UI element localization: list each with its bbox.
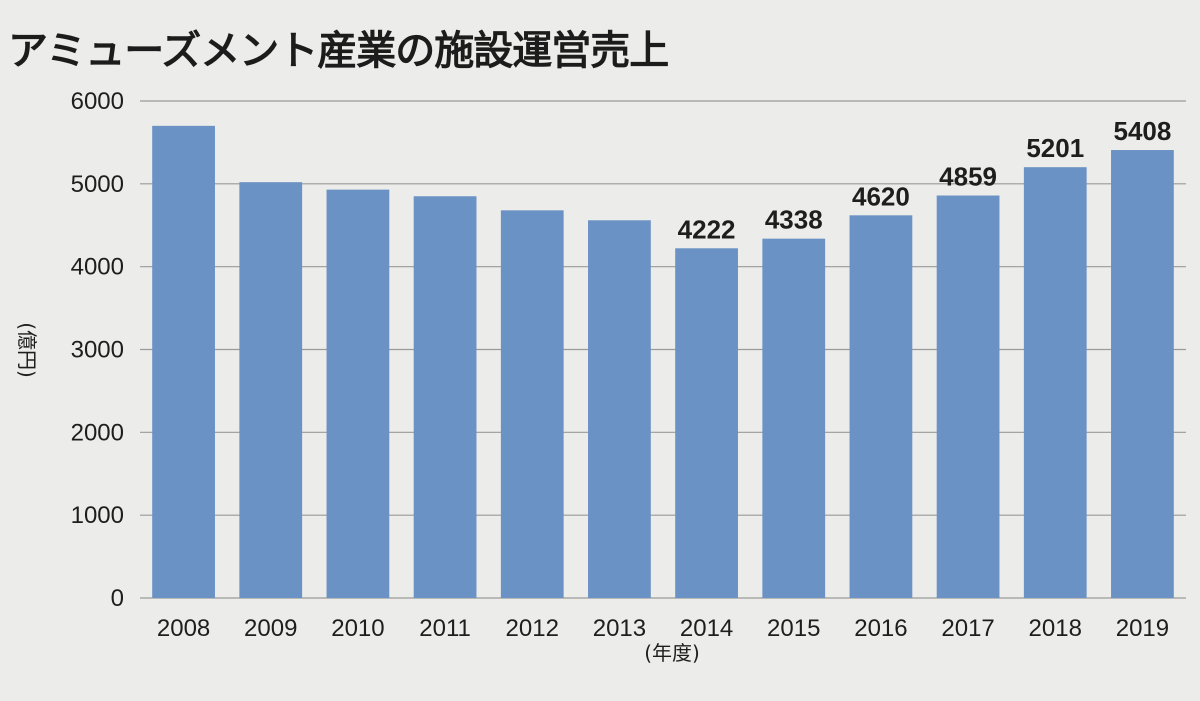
gridlines <box>140 100 1186 599</box>
y-tick-label: 3000 <box>71 337 124 364</box>
bar <box>326 189 390 599</box>
data-labels: 4222 4338 4620 4859 5201 5408 <box>678 116 1172 244</box>
data-label: 4222 <box>678 214 736 244</box>
bar <box>588 220 651 598</box>
y-tick-label: 0 <box>111 585 124 612</box>
bar <box>849 215 913 598</box>
bar <box>1111 150 1174 598</box>
bar <box>152 125 215 598</box>
x-tick-label: 2018 <box>1029 615 1082 642</box>
x-tick-label: 2011 <box>419 615 471 642</box>
y-axis-title: (億円) <box>15 322 39 378</box>
x-tick-label: 2013 <box>593 615 646 642</box>
x-tick-label: 2014 <box>680 615 733 642</box>
y-tick-label: 1000 <box>71 502 124 529</box>
x-tick-label: 2009 <box>244 615 297 642</box>
bar <box>500 210 564 598</box>
y-tick-label: 4000 <box>71 254 124 281</box>
y-tick-label: 2000 <box>71 419 124 446</box>
x-tick-label: 2010 <box>331 615 384 642</box>
x-tick-label: 2017 <box>941 615 994 642</box>
y-tick-label: 6000 <box>71 88 124 115</box>
bar <box>675 248 738 599</box>
data-label: 4338 <box>765 205 823 235</box>
data-label: 4620 <box>852 181 910 211</box>
x-tick-label: 2008 <box>157 615 210 642</box>
data-label: 5201 <box>1026 133 1084 163</box>
x-tick-label: 2019 <box>1116 615 1169 642</box>
bars <box>152 125 1174 599</box>
data-label: 5408 <box>1113 116 1171 146</box>
x-tick-label: 2015 <box>767 615 820 642</box>
x-axis-title: (年度) <box>644 641 700 665</box>
x-tick-label: 2016 <box>854 615 907 642</box>
bar <box>936 195 1000 599</box>
bar <box>413 196 477 598</box>
x-tick-label: 2012 <box>506 615 559 642</box>
y-axis-ticks: 0 1000 2000 3000 4000 5000 6000 <box>71 88 124 612</box>
bar <box>239 182 303 598</box>
chart-title: アミューズメント産業の施設運営売上 <box>8 28 669 74</box>
y-tick-label: 5000 <box>71 171 124 198</box>
x-axis-ticks: 2008 2009 2010 2011 2012 2013 2014 2015 2016 2017… <box>157 615 1169 642</box>
bar <box>1023 167 1087 598</box>
bar <box>762 238 826 598</box>
data-label: 4859 <box>939 162 997 192</box>
